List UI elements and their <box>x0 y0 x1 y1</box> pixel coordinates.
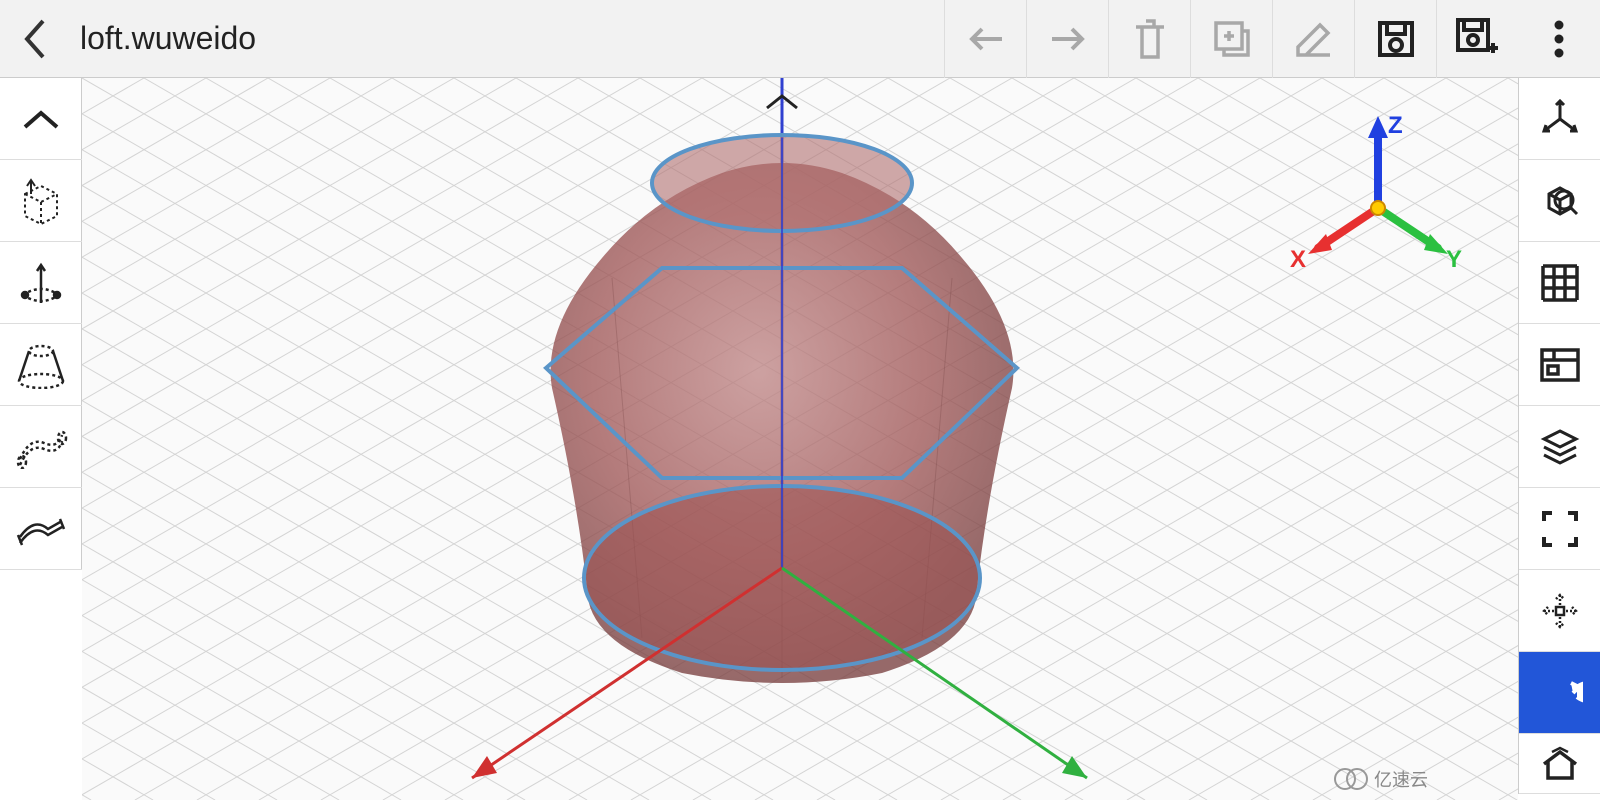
home-view-button[interactable] <box>1519 734 1600 794</box>
pan-mode-button[interactable] <box>1519 570 1600 652</box>
axis-gizmo[interactable]: Z X Y <box>1278 98 1478 298</box>
grid-toggle-button[interactable] <box>1519 242 1600 324</box>
watermark: 亿速云 <box>1334 766 1428 792</box>
loft-tool[interactable] <box>0 324 82 406</box>
axis-x-label: X <box>1290 246 1306 274</box>
edit-button[interactable] <box>1272 0 1354 78</box>
zoom-fit-button[interactable] <box>1519 160 1600 242</box>
left-toolbar <box>0 78 82 570</box>
redo-button[interactable] <box>1026 0 1108 78</box>
fullscreen-button[interactable] <box>1519 488 1600 570</box>
menu-button[interactable] <box>1518 0 1600 78</box>
undo-button[interactable] <box>944 0 1026 78</box>
top-right-buttons <box>944 0 1600 78</box>
axis-y-label: Y <box>1446 246 1462 274</box>
extrude-tool[interactable] <box>0 160 82 242</box>
save-button[interactable] <box>1354 0 1436 78</box>
document-title: loft.wuweido <box>80 20 256 57</box>
back-button[interactable] <box>0 0 70 78</box>
sweep-tool[interactable] <box>0 406 82 488</box>
axis-z-label: Z <box>1388 112 1403 140</box>
revolve-tool[interactable] <box>0 242 82 324</box>
stack-layers-button[interactable] <box>1519 406 1600 488</box>
orbit-mode-button[interactable] <box>1519 652 1600 734</box>
axes-view-button[interactable] <box>1519 78 1600 160</box>
duplicate-button[interactable] <box>1190 0 1272 78</box>
delete-button[interactable] <box>1108 0 1190 78</box>
right-toolbar <box>1518 78 1600 794</box>
save-as-button[interactable] <box>1436 0 1518 78</box>
pipe-tool[interactable] <box>0 488 82 570</box>
collapse-icon[interactable] <box>0 78 82 160</box>
layers-panel-button[interactable] <box>1519 324 1600 406</box>
top-toolbar: loft.wuweido <box>0 0 1600 78</box>
3d-viewport[interactable]: Z X Y 亿速云 <box>82 78 1518 800</box>
